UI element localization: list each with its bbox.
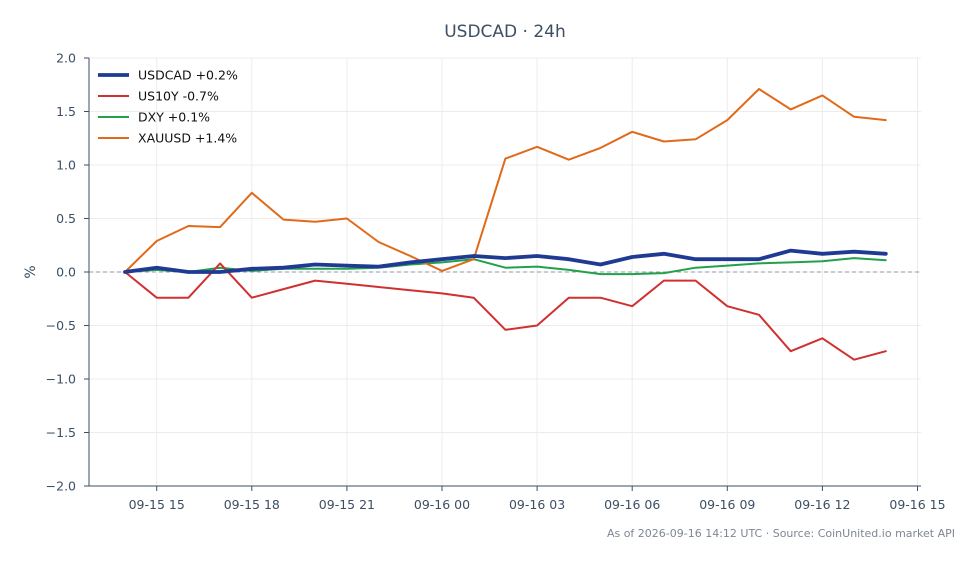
footer-note: As of 2026-09-16 14:12 UTC · Source: Coi…: [607, 527, 955, 540]
series-line-4: [124, 88, 887, 273]
y-axis-ticks: 2.0 1.5 1.0 0.5 0.0 −0.5 −1.0 −1.5 −2.0: [46, 51, 89, 494]
x-tick-label: 09-16 12: [794, 497, 850, 512]
chart-title: USDCAD · 24h: [444, 22, 566, 42]
x-tick-label: 09-16 03: [509, 497, 565, 512]
y-tick-label: −2.0: [46, 479, 76, 494]
legend-label: US10Y -0.7%: [138, 89, 219, 104]
y-tick-label: 1.0: [56, 158, 76, 173]
x-tick-label: 09-15 15: [129, 497, 185, 512]
legend-label: XAUUSD +1.4%: [138, 131, 237, 146]
x-tick-label: 09-16 09: [699, 497, 755, 512]
x-tick-label: 09-16 15: [889, 497, 945, 512]
series-lines: [123, 88, 888, 361]
x-tick-label: 09-16 06: [604, 497, 660, 512]
y-tick-label: −1.5: [46, 425, 76, 440]
x-tick-label: 09-16 00: [414, 497, 470, 512]
x-axis-ticks: 09-15 15 09-15 18 09-15 21 09-16 00 09-16 03…: [129, 486, 946, 512]
series-line-3: [124, 257, 887, 276]
x-tick-label: 09-15 21: [319, 497, 375, 512]
y-tick-label: −1.0: [46, 372, 76, 387]
legend-label: USDCAD +0.2%: [138, 68, 238, 83]
series-line-2: [124, 262, 887, 361]
series-line-1: [123, 248, 888, 274]
y-axis-label: %: [23, 265, 39, 278]
legend: USDCAD +0.2% US10Y -0.7% DXY +0.1% XAUUSD +…: [98, 68, 238, 146]
y-tick-label: 1.5: [56, 104, 76, 119]
legend-label: DXY +0.1%: [138, 110, 210, 125]
y-tick-label: 0.0: [56, 265, 76, 280]
y-tick-label: 2.0: [56, 51, 76, 66]
x-tick-label: 09-15 18: [224, 497, 280, 512]
y-tick-label: 0.5: [56, 211, 76, 226]
y-tick-label: −0.5: [46, 318, 76, 333]
